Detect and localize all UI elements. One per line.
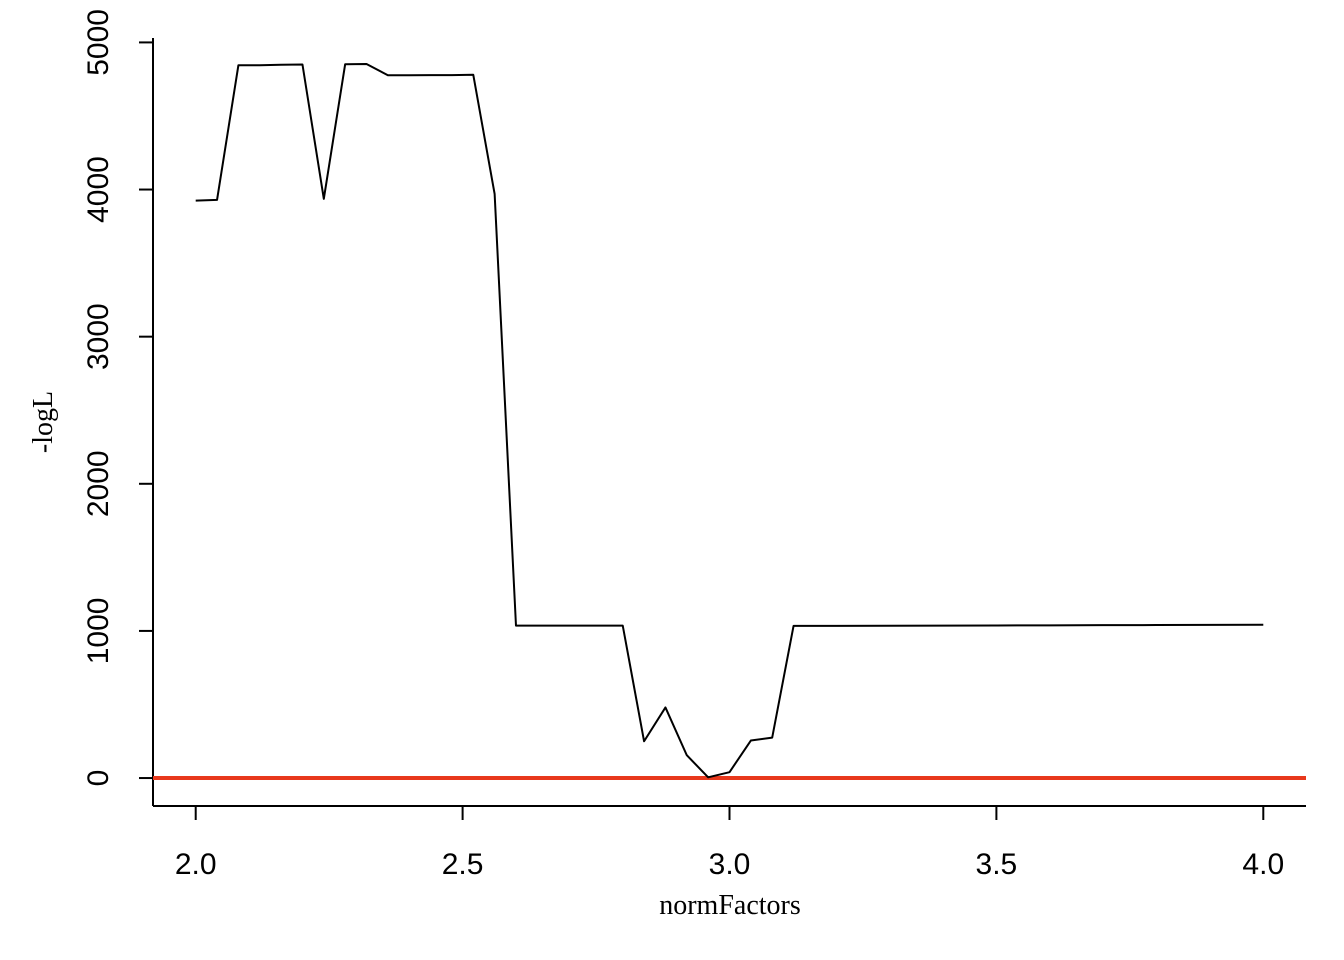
y-tick-label: 4000 <box>82 156 115 223</box>
y-tick-label: 5000 <box>82 9 115 76</box>
plot-area <box>152 38 1306 807</box>
y-tick-label: 1000 <box>82 598 115 665</box>
series-line <box>195 63 1264 779</box>
y-tick-label: 2000 <box>82 450 115 517</box>
y-axis: 0 1000 2000 3000 4000 5000 -logL <box>28 9 153 786</box>
x-axis: 2.0 2.5 3.0 3.5 4.0 normFactors <box>175 806 1284 921</box>
x-tick-label: 2.5 <box>442 848 484 881</box>
x-tick-label: 4.0 <box>1242 848 1284 881</box>
x-tick-label: 2.0 <box>175 848 217 881</box>
x-tick-label: 3.0 <box>709 848 751 881</box>
y-axis-title: -logL <box>28 391 59 453</box>
series-points <box>195 64 1264 778</box>
x-tick-labels: 2.0 2.5 3.0 3.5 4.0 <box>175 848 1284 881</box>
y-tick-label: 3000 <box>82 303 115 370</box>
y-tick-label: 0 <box>82 770 115 787</box>
y-tick-labels: 0 1000 2000 3000 4000 5000 <box>82 9 115 786</box>
x-tick-label: 3.5 <box>976 848 1018 881</box>
x-ticks <box>194 806 1265 820</box>
x-axis-title: normFactors <box>659 890 801 921</box>
y-ticks <box>139 41 153 780</box>
